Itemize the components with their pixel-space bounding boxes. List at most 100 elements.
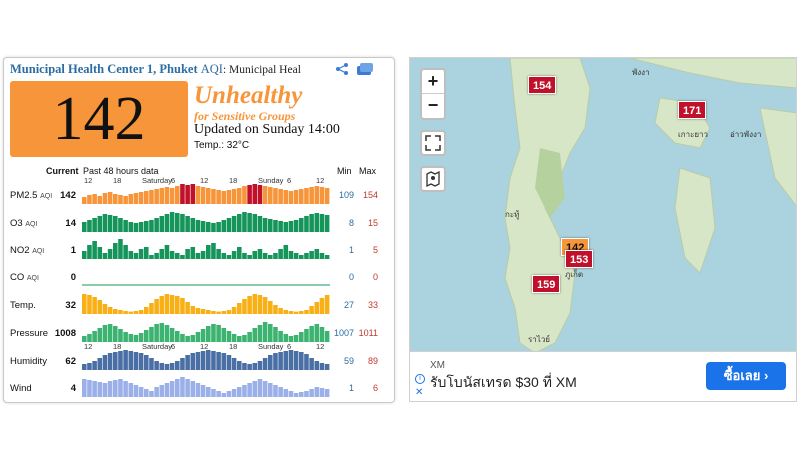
zoom-out-button[interactable]: − (427, 95, 439, 115)
station-marker[interactable]: 154 (528, 76, 557, 94)
past-header: Past 48 hours data (83, 166, 159, 176)
spark-bar (144, 355, 149, 370)
spark-bar (175, 379, 180, 397)
station-name[interactable]: Municipal Health Center 1, Phuket (10, 62, 198, 76)
spark-bar (107, 307, 113, 314)
station-marker[interactable]: 159 (532, 275, 561, 293)
spark-bar (195, 332, 201, 342)
spark-bar (149, 303, 154, 314)
spark-bar (159, 296, 165, 314)
spark-bar (82, 364, 87, 370)
spark-bar (133, 335, 139, 342)
time-tick-label: 12 (200, 342, 209, 351)
spark-bar (87, 245, 92, 259)
spark-bar (133, 193, 139, 204)
spark-bar (138, 387, 144, 397)
spark-bar (237, 214, 242, 232)
spark-bar (304, 329, 309, 342)
sparkline[interactable] (82, 320, 330, 342)
map-layers-icon[interactable] (420, 166, 446, 192)
spark-bar (273, 353, 278, 370)
row-label: Pressure (10, 328, 48, 339)
spark-bar (242, 212, 247, 232)
station-marker[interactable]: 171 (678, 101, 707, 119)
zoom-in-button[interactable]: + (422, 70, 444, 94)
station-marker[interactable]: 153 (565, 250, 594, 268)
spark-bar (159, 385, 165, 397)
temp-label: Temp.: (194, 140, 225, 151)
spark-bar (237, 303, 242, 314)
spark-bar (154, 253, 159, 259)
fullscreen-icon[interactable] (420, 130, 446, 156)
spark-bar (190, 381, 196, 397)
ad-banner[interactable]: i ✕ XM รับโบนัสเทรด $30 ที่ XM ซื้อเลย › (409, 352, 797, 402)
spark-bar (314, 213, 320, 232)
spark-bar (144, 330, 149, 342)
spark-bar (324, 295, 330, 314)
row-current-value: 1 (70, 245, 76, 256)
spark-bar (247, 296, 252, 314)
map[interactable]: + − พังงา เกาะยาว อ่าวพังงา กะทู้ ภูเก็ต… (409, 57, 797, 352)
spark-bar (185, 185, 190, 204)
spark-bar (123, 311, 128, 314)
spark-bar (262, 381, 268, 397)
spark-bar (273, 253, 278, 259)
spark-bar (299, 311, 304, 314)
spark-bar (268, 383, 273, 397)
row-min-value: 1007 (333, 328, 354, 338)
share-icon[interactable] (335, 62, 349, 76)
spark-bar (206, 326, 211, 342)
spark-bar (314, 186, 320, 204)
embed-icon[interactable] (356, 62, 374, 76)
spark-bar (200, 221, 206, 232)
spark-bar (216, 352, 221, 370)
spark-bar (288, 311, 294, 314)
spark-bar (107, 192, 113, 204)
sparkline[interactable] (82, 182, 330, 204)
spark-bar (216, 249, 221, 259)
spark-bar (154, 218, 159, 232)
spark-bar (324, 255, 330, 259)
spark-bar (283, 310, 289, 314)
spark-bar (231, 216, 237, 232)
spark-bar (133, 385, 139, 397)
row-label: CO AQI (10, 272, 39, 283)
spark-bar (180, 358, 185, 370)
ad-info-icon[interactable]: i (415, 374, 425, 384)
spark-bar (206, 350, 211, 370)
spark-bar (190, 218, 196, 232)
spark-bar (278, 189, 283, 204)
ad-close-icon[interactable]: ✕ (415, 387, 424, 398)
spark-bar (314, 387, 320, 397)
time-tick-label: 12 (84, 176, 93, 185)
spark-bar (87, 195, 92, 204)
row-current-value: 4 (70, 383, 76, 394)
sparkline[interactable] (82, 264, 330, 286)
sparkline[interactable] (82, 237, 330, 259)
spark-bar (82, 251, 87, 259)
row-max-value: 89 (367, 356, 378, 366)
row-unit: AQI (26, 275, 39, 282)
sparkline[interactable] (82, 210, 330, 232)
sparkline[interactable] (82, 292, 330, 314)
spark-bar (262, 218, 268, 232)
spark-bar (123, 196, 128, 204)
spark-bar (144, 247, 149, 259)
map-label: อ่าวพังงา (730, 130, 762, 139)
station-title[interactable]: Municipal Health Center 1, Phuket AQI: M… (10, 62, 301, 77)
spark-bar (118, 351, 123, 370)
sparkline[interactable] (82, 348, 330, 370)
spark-bar (309, 389, 314, 397)
spark-bar (185, 216, 190, 232)
ad-text[interactable]: รับโบนัสเทรด $30 ที่ XM (430, 374, 577, 390)
spark-bar (293, 351, 299, 370)
spark-bar (216, 222, 221, 232)
ad-button[interactable]: ซื้อเลย › (706, 362, 786, 390)
spark-bar (273, 305, 278, 314)
spark-bar (288, 191, 294, 204)
spark-bar (252, 251, 258, 259)
spark-bar (92, 297, 97, 314)
sparkline[interactable] (82, 375, 330, 397)
spark-bar (288, 336, 294, 342)
spark-bar (304, 188, 309, 204)
